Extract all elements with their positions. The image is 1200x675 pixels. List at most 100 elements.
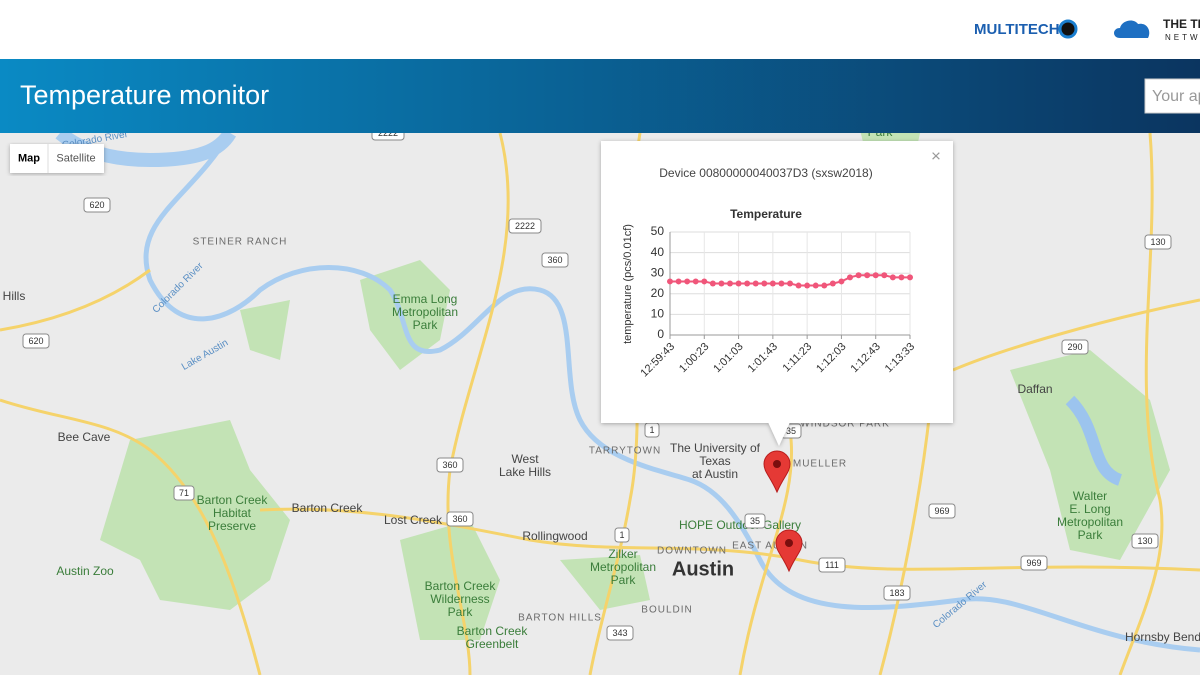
road-number: 620 <box>28 336 43 346</box>
map-label: West <box>511 452 539 466</box>
road-shield <box>1061 339 1089 355</box>
top-bar <box>0 0 1200 59</box>
logo-mark <box>1058 19 1078 39</box>
data-point <box>872 272 879 279</box>
y-tick-label: 10 <box>651 307 665 321</box>
multitech-logo: MULTITECH <box>974 21 1060 38</box>
data-point <box>684 278 691 285</box>
popup-box <box>601 141 953 423</box>
map-label: Hills <box>3 289 26 303</box>
data-point <box>804 282 811 289</box>
road-shield <box>446 511 474 527</box>
map-label: Hornsby Bend <box>1125 630 1200 644</box>
map-label: Greenbelt <box>466 637 519 651</box>
map-label: DOWNTOWN <box>657 546 727 557</box>
map-pins[interactable] <box>763 450 803 573</box>
data-point <box>898 274 905 281</box>
road-number: 360 <box>547 255 562 265</box>
y-tick-label: 40 <box>651 245 665 259</box>
header: MULTITECH THE TH NETW Temperature monito… <box>0 0 1200 133</box>
road-number: 183 <box>889 588 904 598</box>
map-label: BOULDIN <box>641 605 692 616</box>
search-box[interactable] <box>1144 78 1200 114</box>
y-tick-label: 0 <box>657 327 664 341</box>
ttn-cloud <box>1114 20 1150 38</box>
road-number: 360 <box>442 460 457 470</box>
data-point <box>847 274 853 281</box>
title-bar <box>0 59 1200 133</box>
map-label: Metropolitan <box>392 305 458 319</box>
map-label: Austin Zoo <box>56 564 114 578</box>
map-label: Rollingwood <box>522 529 587 543</box>
data-point <box>889 274 896 281</box>
map-label: STEINER RANCH <box>193 237 288 248</box>
satellite-button[interactable]: Satellite <box>56 152 95 164</box>
ttn-logo: THE TH <box>1163 17 1200 31</box>
map-label: Barton Creek <box>197 493 269 507</box>
map-label: Walter <box>1073 489 1107 503</box>
road-shield <box>173 485 195 501</box>
data-point <box>829 280 836 287</box>
road-number: 1 <box>619 530 624 540</box>
data-point <box>701 278 708 285</box>
map-pin[interactable] <box>763 450 791 494</box>
road-shield <box>818 557 846 573</box>
data-point <box>778 280 785 287</box>
map-label: Bee Cave <box>58 430 111 444</box>
pin-dot <box>773 460 781 468</box>
road-shield <box>83 197 111 213</box>
map-type-control: Map Satellite <box>10 144 104 173</box>
road-number: 130 <box>1150 237 1165 247</box>
road-shield <box>1020 555 1048 571</box>
map-label: Park <box>611 573 637 587</box>
data-point <box>727 280 733 287</box>
map-label: Barton Creek <box>425 579 497 593</box>
map-button[interactable]: Map <box>18 152 40 164</box>
data-point <box>667 278 673 285</box>
road-number: 71 <box>179 488 189 498</box>
map-label: EAST AUSTIN <box>732 541 808 552</box>
map-label: Preserve <box>208 519 256 533</box>
map-label: TARRYTOWN <box>589 446 661 457</box>
road-number: 290 <box>1067 342 1082 352</box>
data-point <box>675 278 682 285</box>
map-label: Park <box>448 605 474 619</box>
map-label: Austin <box>672 558 734 580</box>
map-label: Park <box>413 318 439 332</box>
pin-dot <box>785 539 793 547</box>
data-point <box>881 272 888 279</box>
data-point <box>855 272 862 279</box>
search-placeholder: Your ap <box>1152 88 1200 105</box>
data-point <box>812 282 819 289</box>
data-point <box>735 280 742 287</box>
map-label: E. Long <box>1069 502 1110 516</box>
map-pin[interactable] <box>775 529 803 573</box>
data-point <box>769 280 776 287</box>
data-point <box>752 280 759 287</box>
road-number: 969 <box>934 506 949 516</box>
road-number: 2222 <box>515 221 535 231</box>
data-point <box>692 278 699 285</box>
data-point <box>718 280 725 287</box>
map-label: BARTON HILLS <box>518 613 602 624</box>
road-number: 1 <box>649 425 654 435</box>
y-tick-label: 30 <box>651 265 665 279</box>
road-number: 343 <box>612 628 627 638</box>
data-point <box>838 278 845 285</box>
road-shield <box>744 513 766 529</box>
map-label: MUELLER <box>793 459 847 470</box>
map-label: WINDSOR PARK <box>800 419 890 430</box>
data-point <box>795 282 802 289</box>
road-number: 360 <box>452 514 467 524</box>
road-shield <box>541 252 569 268</box>
road-shield <box>22 333 50 349</box>
close-button[interactable]: × <box>931 146 941 165</box>
map-label: Daffan <box>1017 382 1052 396</box>
road-shield <box>883 585 911 601</box>
data-point <box>821 282 828 289</box>
data-point <box>761 280 768 287</box>
road-number: 620 <box>89 200 104 210</box>
